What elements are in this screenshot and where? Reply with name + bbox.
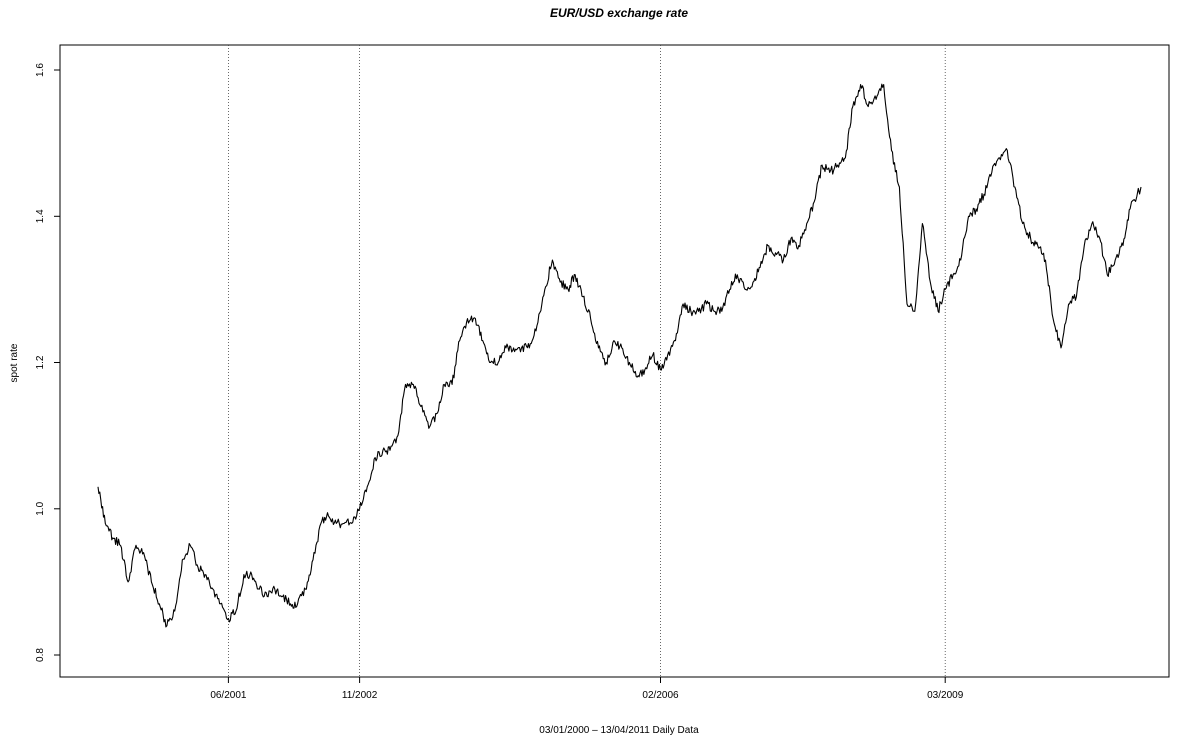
y-tick-label: 1.6	[35, 63, 46, 77]
x-tick-label: 02/2006	[642, 690, 679, 701]
y-tick-label: 1.2	[35, 355, 46, 369]
date-marker-lines	[227, 45, 946, 677]
series-line-eur-usd	[97, 83, 1142, 628]
x-tick-label: 11/2002	[342, 690, 378, 701]
y-tick-label: 0.8	[35, 648, 46, 662]
y-axis: 0.8 1.0 1.2 1.4 1.6	[35, 63, 60, 662]
x-axis-label: 03/01/2000 – 13/04/2011 Daily Data	[539, 725, 699, 736]
plot-frame	[59, 44, 1170, 678]
y-tick-label: 1.4	[35, 209, 46, 223]
y-axis-label: spot rate	[9, 343, 20, 382]
x-tick-label: 03/2009	[927, 690, 964, 701]
chart-title: EUR/USD exchange rate	[550, 6, 688, 20]
x-tick-label: 06/2001	[210, 690, 247, 701]
y-tick-label: 1.0	[35, 501, 46, 515]
x-axis: 06/2001 11/2002 02/2006 03/2009	[210, 677, 964, 701]
